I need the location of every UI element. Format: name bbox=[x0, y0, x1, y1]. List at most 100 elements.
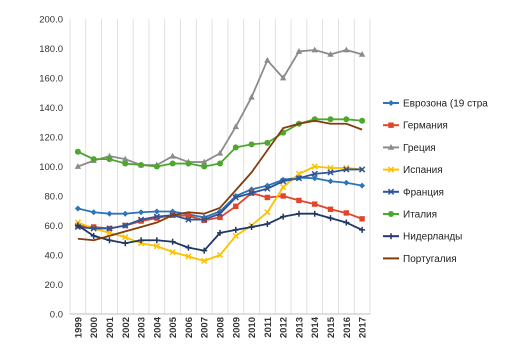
data-point bbox=[201, 216, 208, 223]
data-point bbox=[138, 209, 145, 216]
x-tick-label: 2015 bbox=[326, 316, 337, 338]
x-tick-label: 2013 bbox=[294, 317, 305, 338]
data-point bbox=[153, 163, 160, 170]
data-point bbox=[343, 46, 350, 53]
legend: Еврозона (19 стра Германия Греция Испания Фр… bbox=[383, 99, 488, 265]
data-point bbox=[280, 178, 287, 185]
data-point bbox=[74, 222, 81, 229]
data-point bbox=[327, 116, 334, 123]
y-tick-label: 120.0 bbox=[39, 133, 63, 144]
data-point bbox=[74, 163, 82, 169]
data-point bbox=[201, 163, 208, 170]
y-tick-label: 20.0 bbox=[45, 280, 64, 291]
axes: 0.0 20.0 40.0 60.0 80.0 100.0 120.0 140.0 160.0 1… bbox=[39, 15, 370, 338]
data-point bbox=[153, 243, 160, 250]
data-point bbox=[169, 238, 176, 245]
series-Португалия bbox=[77, 119, 363, 242]
data-point bbox=[185, 216, 192, 223]
data-point bbox=[74, 205, 81, 212]
data-point bbox=[311, 175, 318, 182]
data-point bbox=[359, 226, 366, 233]
y-tick-label: 140.0 bbox=[39, 103, 63, 114]
legend-item: Испания bbox=[383, 165, 443, 176]
legend-label: Португалия bbox=[403, 254, 457, 265]
x-tick-label: 2000 bbox=[89, 317, 100, 338]
data-point bbox=[169, 160, 176, 167]
data-point bbox=[248, 141, 255, 148]
x-tick-label: 2003 bbox=[137, 317, 148, 338]
legend-item: Нидерланды bbox=[383, 232, 462, 243]
data-point bbox=[264, 185, 271, 192]
data-point bbox=[280, 184, 287, 191]
data-point bbox=[343, 179, 350, 186]
data-point bbox=[295, 48, 303, 54]
legend-label: Греция bbox=[403, 143, 436, 154]
series-Греция bbox=[74, 46, 366, 169]
data-point bbox=[153, 213, 160, 220]
data-point bbox=[106, 210, 113, 217]
data-point bbox=[74, 148, 81, 155]
data-point bbox=[90, 209, 97, 216]
data-point bbox=[311, 163, 318, 170]
data-point bbox=[311, 46, 318, 53]
data-point bbox=[358, 166, 366, 173]
data-point bbox=[388, 100, 394, 106]
data-point bbox=[106, 156, 113, 163]
data-point bbox=[296, 197, 302, 204]
data-point bbox=[217, 229, 223, 236]
data-point bbox=[216, 210, 224, 217]
data-point bbox=[122, 155, 129, 162]
x-tick-label: 2008 bbox=[216, 317, 227, 338]
data-point bbox=[327, 51, 334, 57]
legend-item: Франция bbox=[383, 187, 444, 198]
legend-label: Еврозона (19 стра bbox=[403, 99, 488, 110]
data-point bbox=[327, 178, 334, 185]
data-point bbox=[90, 225, 97, 232]
y-tick-label: 180.0 bbox=[39, 44, 63, 55]
data-point bbox=[232, 123, 239, 130]
data-point bbox=[169, 248, 176, 256]
y-tick-label: 80.0 bbox=[45, 192, 64, 203]
y-tick-label: 100.0 bbox=[39, 162, 63, 173]
legend-item: Германия bbox=[383, 121, 448, 132]
legend-label: Германия bbox=[403, 121, 448, 132]
series-Франция bbox=[74, 166, 366, 232]
data-point bbox=[388, 233, 394, 240]
data-point bbox=[232, 226, 239, 233]
data-point bbox=[343, 219, 350, 226]
x-tick-label: 2001 bbox=[105, 316, 116, 338]
data-point bbox=[122, 160, 129, 167]
data-point bbox=[327, 206, 334, 212]
data-point bbox=[106, 225, 113, 232]
legend-item: Италия bbox=[383, 210, 437, 221]
y-tick-label: 200.0 bbox=[39, 15, 63, 26]
data-point bbox=[232, 194, 239, 201]
data-point bbox=[295, 175, 303, 182]
legend-label: Испания bbox=[403, 165, 443, 176]
data-point bbox=[169, 152, 176, 159]
data-point bbox=[138, 162, 145, 169]
data-point bbox=[327, 169, 334, 176]
data-point bbox=[138, 218, 144, 224]
x-tick-label: 2006 bbox=[184, 317, 195, 338]
data-point bbox=[387, 144, 395, 150]
data-point bbox=[359, 117, 366, 124]
data-point bbox=[201, 247, 208, 254]
data-point bbox=[137, 216, 145, 223]
legend-item: Греция bbox=[383, 143, 436, 154]
data-point bbox=[90, 232, 97, 239]
data-point bbox=[201, 158, 208, 165]
legend-label: Франция bbox=[403, 187, 444, 198]
data-point bbox=[311, 170, 318, 178]
data-point bbox=[264, 56, 271, 63]
data-point bbox=[90, 224, 97, 230]
y-tick-label: 40.0 bbox=[45, 251, 64, 262]
data-point bbox=[153, 237, 160, 244]
data-point bbox=[343, 116, 350, 123]
data-point bbox=[185, 213, 192, 219]
data-point bbox=[232, 232, 239, 239]
x-tick-label: 2017 bbox=[358, 317, 369, 338]
y-tick-label: 60.0 bbox=[45, 221, 64, 232]
data-point bbox=[122, 240, 129, 247]
data-point bbox=[264, 209, 271, 216]
